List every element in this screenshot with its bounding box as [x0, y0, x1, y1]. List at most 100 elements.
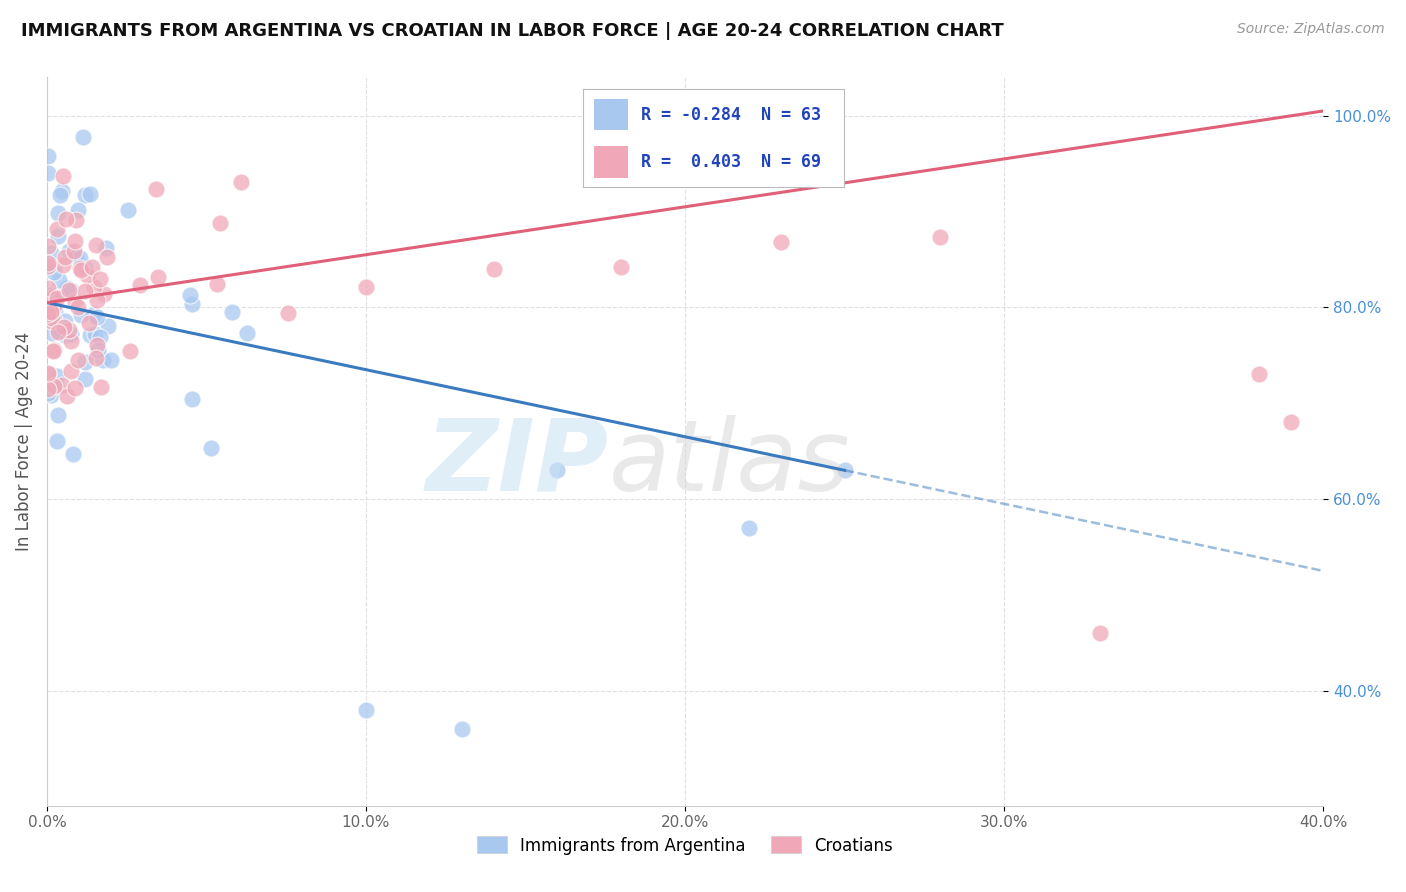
Point: [52, 319, 75, 334]
Point: [221, 304, 243, 318]
Point: [73, 284, 96, 298]
Point: [62, 447, 84, 461]
Point: [45, 290, 67, 304]
Point: [56, 388, 79, 402]
Point: [83, 280, 105, 294]
Point: [100, 352, 122, 367]
Point: [37, 386, 59, 401]
Point: [546, 463, 568, 477]
Point: [38, 312, 60, 326]
Point: [58, 322, 80, 336]
Point: [86, 293, 108, 307]
Point: [59, 364, 82, 378]
Point: [60, 326, 83, 341]
Point: [51, 184, 73, 198]
Point: [53, 250, 76, 264]
Point: [37, 366, 59, 380]
Point: [90, 380, 112, 394]
Y-axis label: In Labor Force | Age 20-24: In Labor Force | Age 20-24: [15, 332, 32, 551]
Point: [354, 280, 377, 294]
Point: [37, 281, 59, 295]
Point: [69, 309, 91, 323]
Point: [146, 270, 169, 285]
Point: [86, 310, 108, 325]
Point: [44, 265, 66, 279]
Point: [91, 352, 114, 367]
Point: [37, 149, 59, 163]
Point: [79, 327, 101, 342]
Point: [44, 343, 66, 358]
Point: [55, 212, 77, 227]
Text: ZIP: ZIP: [426, 415, 609, 512]
Point: [610, 260, 633, 275]
Point: [37, 256, 59, 270]
Point: [46, 434, 69, 448]
Point: [179, 288, 201, 302]
Point: [42, 379, 65, 393]
Point: [277, 306, 299, 320]
Point: [1088, 626, 1111, 640]
Point: [89, 272, 111, 286]
Point: [45, 222, 67, 236]
Point: [84, 351, 107, 366]
Point: [37, 307, 59, 321]
Point: [39, 246, 62, 260]
Text: IMMIGRANTS FROM ARGENTINA VS CROATIAN IN LABOR FORCE | AGE 20-24 CORRELATION CHA: IMMIGRANTS FROM ARGENTINA VS CROATIAN IN…: [21, 22, 1004, 40]
Point: [37, 259, 59, 273]
Point: [65, 213, 87, 227]
Point: [46, 229, 69, 244]
Point: [73, 261, 96, 276]
Point: [208, 216, 231, 230]
FancyBboxPatch shape: [593, 99, 627, 130]
Point: [52, 169, 75, 183]
Point: [180, 392, 202, 407]
Point: [53, 327, 76, 342]
Point: [41, 311, 63, 326]
Point: [145, 182, 167, 196]
Point: [37, 166, 59, 180]
Point: [45, 378, 67, 392]
Point: [118, 343, 141, 358]
Point: [39, 314, 62, 328]
Point: [58, 283, 80, 297]
Point: [235, 326, 257, 340]
Point: [63, 294, 86, 309]
Point: [41, 305, 63, 319]
Point: [93, 287, 115, 301]
Point: [37, 382, 59, 396]
Point: [52, 259, 75, 273]
Point: [87, 343, 110, 357]
Point: [51, 378, 73, 392]
Point: [738, 521, 761, 535]
Point: [354, 703, 377, 717]
Point: [59, 334, 82, 348]
Text: atlas: atlas: [609, 415, 851, 512]
Point: [58, 244, 80, 258]
Point: [67, 352, 90, 367]
Point: [46, 206, 69, 220]
Point: [77, 316, 100, 330]
Point: [86, 337, 108, 351]
Point: [39, 303, 62, 318]
Point: [117, 203, 139, 218]
Point: [450, 722, 472, 736]
Point: [37, 258, 59, 272]
Point: [41, 290, 63, 304]
Point: [96, 242, 118, 256]
Point: [53, 314, 76, 328]
Point: [42, 344, 65, 359]
Point: [75, 372, 97, 386]
Point: [1249, 368, 1271, 382]
Point: [834, 463, 856, 477]
Point: [75, 188, 97, 202]
Point: [83, 327, 105, 342]
Point: [48, 273, 70, 287]
Point: [96, 250, 118, 264]
Legend: Immigrants from Argentina, Croatians: Immigrants from Argentina, Croatians: [468, 828, 901, 863]
Point: [46, 408, 69, 422]
Point: [63, 234, 86, 248]
Point: [62, 244, 84, 258]
Point: [181, 297, 204, 311]
Point: [207, 277, 229, 292]
Point: [48, 322, 70, 336]
